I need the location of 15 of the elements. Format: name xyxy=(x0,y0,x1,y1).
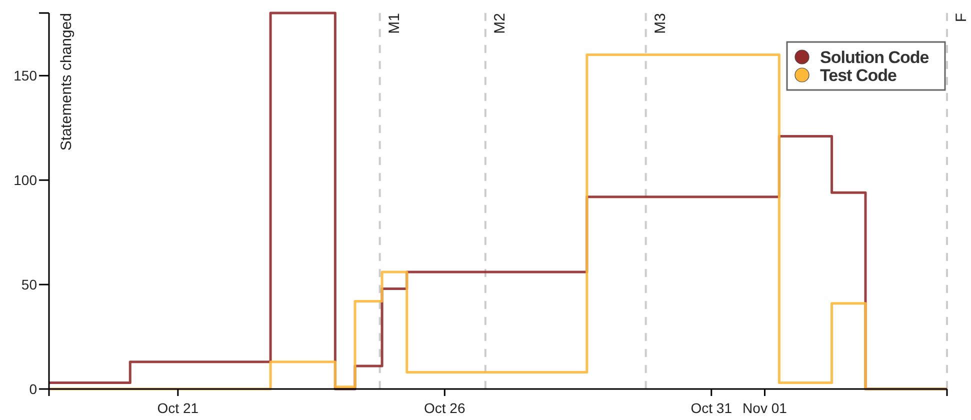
ref-line-label: M3 xyxy=(652,13,669,34)
y-tick-label: 50 xyxy=(21,276,38,293)
y-tick-label: 0 xyxy=(29,381,38,397)
legend-label: Solution Code xyxy=(820,48,929,67)
legend-label: Test Code xyxy=(820,66,896,85)
ref-line-label: M2 xyxy=(491,13,508,34)
ref-line-label: F xyxy=(953,13,970,22)
x-tick-label: Nov 01 xyxy=(742,400,788,416)
x-tick-label: Oct 31 xyxy=(690,400,732,416)
ref-line-label: M1 xyxy=(386,13,403,34)
x-tick-label: Oct 26 xyxy=(424,400,466,416)
y-tick-label: 150 xyxy=(14,68,38,84)
x-tick-label: Oct 21 xyxy=(157,400,199,416)
y-axis-title: Statements changed xyxy=(58,13,75,151)
y-tick-label: 100 xyxy=(14,172,38,188)
